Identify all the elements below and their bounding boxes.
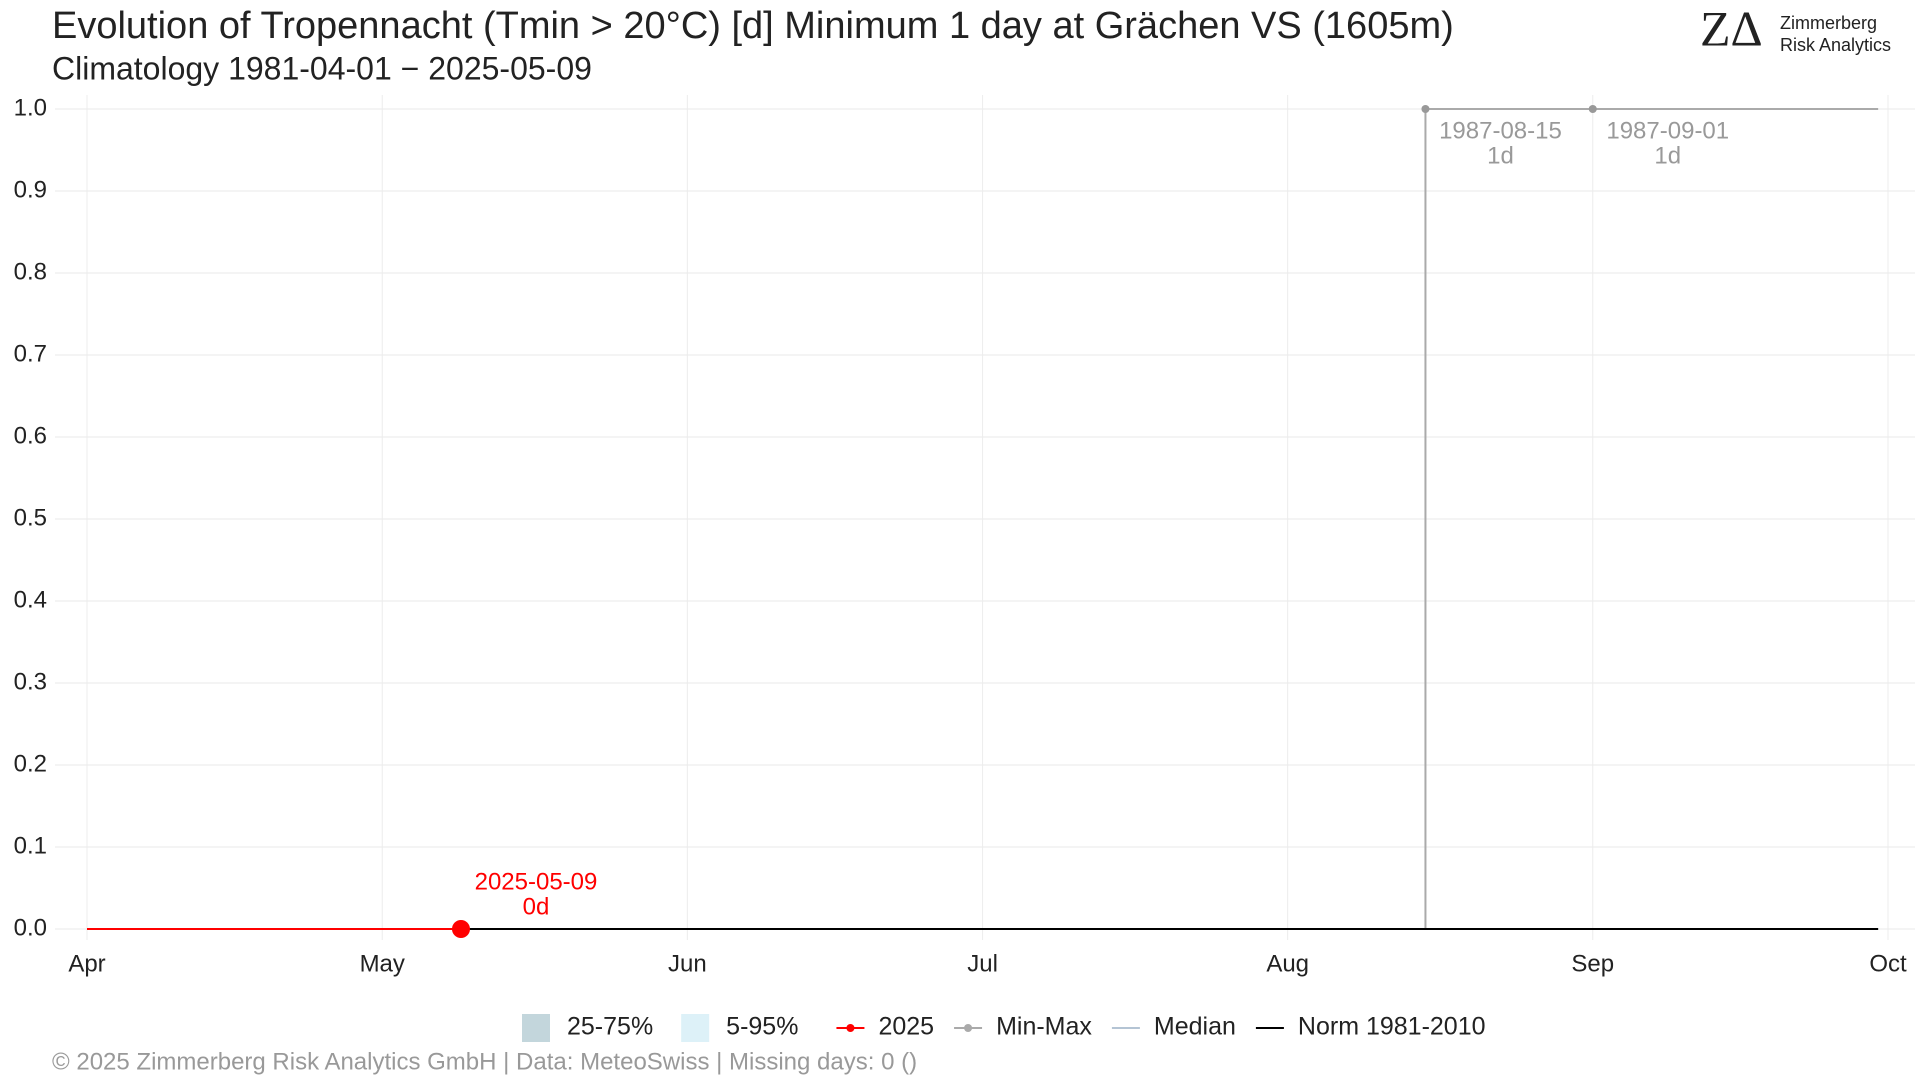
logo-mark: ZΔ xyxy=(1700,0,1763,56)
annotation-date: 1987-09-01 xyxy=(1606,117,1729,144)
y-tick-label: 1.0 xyxy=(14,94,47,121)
logo-line: Zimmerberg xyxy=(1780,13,1877,33)
annotation-value: 0d xyxy=(523,893,550,920)
footer: © 2025 Zimmerberg Risk Analytics GmbH | … xyxy=(52,1048,917,1075)
y-tick-label: 0.5 xyxy=(14,504,47,531)
legend-label: Min-Max xyxy=(996,1013,1092,1041)
annotation-value: 1d xyxy=(1487,142,1514,169)
y-tick-label: 0.1 xyxy=(14,832,47,859)
legend-label: Norm 1981-2010 xyxy=(1298,1013,1486,1041)
legend-label: Median xyxy=(1154,1013,1236,1041)
annotation-point xyxy=(1421,105,1430,113)
annotation-date: 2025-05-09 xyxy=(475,868,598,895)
x-tick-label: Oct xyxy=(1869,950,1907,977)
annotation-date: 1987-08-15 xyxy=(1439,117,1562,144)
annotation-value: 1d xyxy=(1654,142,1681,169)
x-tick-label: Jul xyxy=(967,950,998,977)
x-tick-label: Aug xyxy=(1266,950,1309,977)
legend-swatch xyxy=(964,1024,973,1032)
y-tick-label: 0.6 xyxy=(14,422,47,449)
legend-swatch xyxy=(522,1014,550,1042)
logo-line: Risk Analytics xyxy=(1780,35,1891,55)
x-tick-label: Sep xyxy=(1571,950,1614,977)
chart-title: Evolution of Tropennacht (Tmin > 20°C) [… xyxy=(52,5,1454,47)
y-tick-label: 0.7 xyxy=(14,340,47,367)
legend-swatch xyxy=(846,1024,855,1032)
annotation-point xyxy=(451,920,470,938)
legend-label: 2025 xyxy=(878,1013,934,1041)
legend-label: 25-75% xyxy=(567,1013,653,1041)
x-tick-label: May xyxy=(360,950,405,977)
x-tick-label: Apr xyxy=(68,950,105,977)
y-tick-label: 0.8 xyxy=(14,258,47,285)
annotation-point xyxy=(1588,105,1597,113)
legend-label: 5-95% xyxy=(726,1013,798,1041)
x-tick-label: Jun xyxy=(668,950,707,977)
chart-subtitle: Climatology 1981-04-01 − 2025-05-09 xyxy=(52,50,592,86)
y-tick-label: 0.9 xyxy=(14,176,47,203)
y-tick-label: 0.3 xyxy=(14,668,47,695)
y-tick-label: 0.4 xyxy=(14,586,47,613)
y-tick-label: 0.2 xyxy=(14,750,47,777)
y-tick-label: 0.0 xyxy=(14,914,47,941)
legend-swatch xyxy=(681,1014,710,1042)
